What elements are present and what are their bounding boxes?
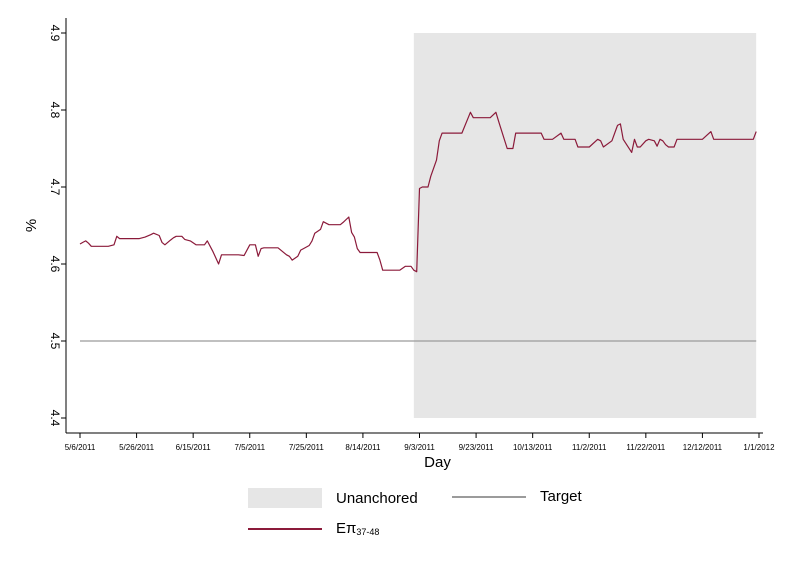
y-tick-label: 4.9 [48,25,62,42]
x-tick-label: 7/5/2011 [234,443,265,452]
x-tick-label: 12/12/2011 [683,443,723,452]
x-tick-label: 10/13/2011 [513,443,553,452]
x-tick-label: 1/1/2012 [743,443,775,452]
x-tick-label: 6/15/2011 [176,443,212,452]
x-tick-label: 5/6/2011 [65,443,96,452]
y-tick-label: 4.6 [48,256,62,273]
legend-label-target: Target [540,488,582,505]
legend-swatch-unanchored [248,488,322,508]
x-tick-label: 8/14/2011 [345,443,381,452]
legend-swatch-expected-inflation [248,527,322,530]
legend-swatch-target [452,495,526,498]
legend-item-expected-inflation: Eπ37-48 [248,520,379,537]
x-tick-label: 9/3/2011 [404,443,435,452]
legend-label-expected-inflation: Eπ37-48 [336,520,379,537]
x-tick-label: 7/25/2011 [289,443,325,452]
x-axis-title: Day [424,454,451,471]
y-tick-label: 4.7 [48,179,62,196]
legend-item-target: Target [452,488,582,505]
legend-label-subscript: 37-48 [356,527,380,537]
y-tick-label: 4.8 [48,102,62,119]
x-tick-label: 11/22/2011 [626,443,665,452]
y-axis-title: % [23,219,40,232]
legend-item-unanchored: Unanchored [248,488,418,508]
x-tick-label: 9/23/2011 [459,443,495,452]
y-tick-label: 4.4 [48,410,62,427]
legend-label-unanchored: Unanchored [336,489,418,507]
y-tick-label: 4.5 [48,333,62,350]
x-tick-label: 5/26/2011 [119,443,155,452]
unanchored-shaded-region [413,33,757,418]
chart-legend: Unanchored Target Eπ37-48 [248,486,648,546]
expected-inflation-series-line [79,111,757,273]
legend-label-main: Eπ [336,520,357,537]
x-tick-label: 11/2/2011 [572,443,607,452]
